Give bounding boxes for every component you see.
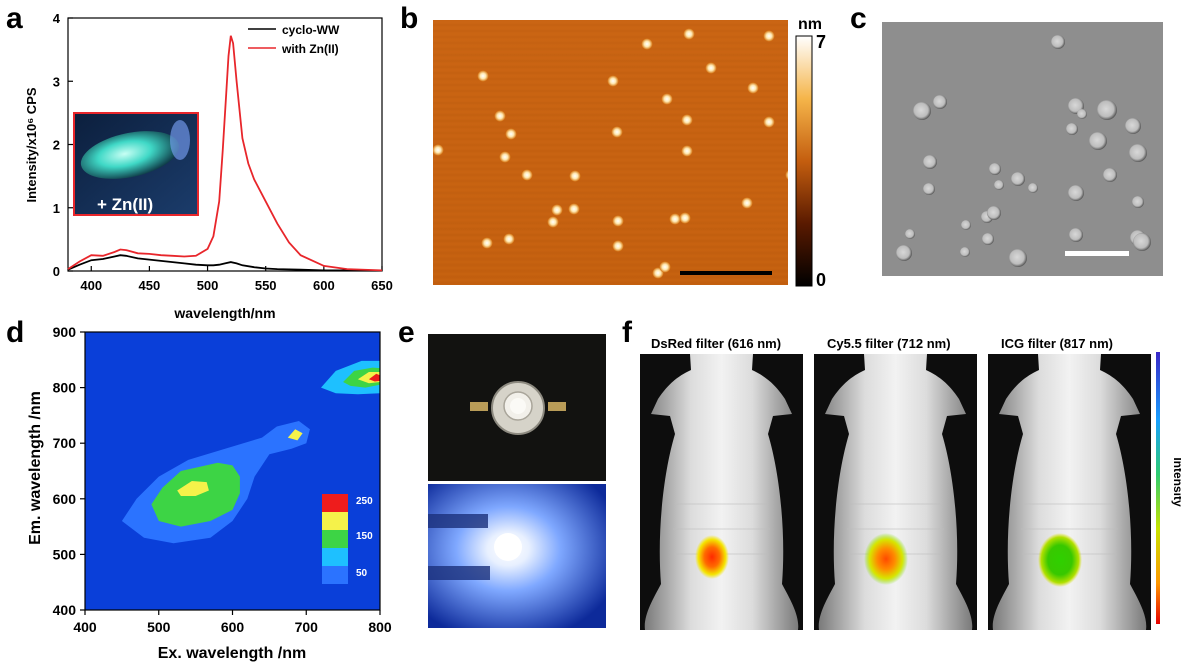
panel-a-x-tick-label: 550 bbox=[255, 278, 277, 293]
panel-f-filter-label-dsred: DsRed filter (616 nm) bbox=[651, 336, 782, 351]
panel-d-legend-swatch bbox=[322, 548, 348, 566]
panel-a-x-axis-label: wavelength/nm bbox=[173, 305, 275, 321]
mouse-image-icg bbox=[987, 354, 1152, 630]
panel-d-legend-label: 50 bbox=[356, 568, 368, 579]
panel-a-inset-label: + Zn(II) bbox=[97, 195, 153, 214]
panel-d-contour-level-200 bbox=[177, 481, 209, 496]
panel-a-y-tick-label: 2 bbox=[53, 138, 60, 153]
panel-f-mouse-images bbox=[640, 354, 1152, 630]
panel-letter-c: c bbox=[850, 2, 867, 35]
panel-a-x-tick-label: 500 bbox=[197, 278, 219, 293]
panel-d-x-tick-label: 800 bbox=[368, 619, 392, 635]
panel-d-x-tick-label: 600 bbox=[221, 619, 245, 635]
panel-letter-a: a bbox=[6, 2, 23, 35]
panel-b-colorbar-min: 0 bbox=[816, 270, 826, 290]
panel-d-y-tick-label: 500 bbox=[53, 546, 77, 562]
panel-b-afm-image bbox=[433, 20, 788, 285]
panel-d-legend-label: 150 bbox=[356, 531, 373, 542]
panel-a-x-tick-label: 600 bbox=[313, 278, 335, 293]
panel-d-contour-level-250 bbox=[368, 373, 380, 382]
mouse-image-dsred bbox=[640, 354, 804, 630]
panel-d-level-legend: 250 150 50 bbox=[322, 494, 373, 584]
panel-e-led-photo-off bbox=[428, 334, 606, 481]
panel-b-scale-bar bbox=[680, 271, 772, 275]
panel-letter-e: e bbox=[398, 316, 415, 349]
panel-d-legend-swatch bbox=[322, 512, 348, 530]
panel-d-y-axis-label: Em. wavelength /nm bbox=[27, 391, 44, 545]
panel-a-x-tick-label: 450 bbox=[139, 278, 161, 293]
panel-d-x-tick-label: 700 bbox=[295, 619, 319, 635]
panel-a-y-tick-label: 0 bbox=[53, 264, 60, 279]
panel-d-y-tick-label: 900 bbox=[53, 324, 77, 340]
panel-letter-b: b bbox=[400, 2, 419, 35]
panel-a-legend: cyclo-WW with Zn(II) bbox=[248, 23, 340, 56]
panel-a-y-tick-label: 3 bbox=[53, 74, 60, 89]
panel-letter-f: f bbox=[622, 316, 632, 349]
panel-a-y-axis-label: Intensity/x10⁶ CPS bbox=[24, 87, 39, 202]
panel-d-x-tick-label: 500 bbox=[147, 619, 171, 635]
panel-b-colorbar-unit: nm bbox=[798, 16, 822, 33]
panel-d-legend-swatch bbox=[322, 494, 348, 512]
panel-a-inset-photo bbox=[73, 112, 199, 216]
panel-a-y-tick-label: 4 bbox=[53, 11, 61, 26]
panel-d-legend-swatch bbox=[322, 566, 348, 584]
panel-f-filter-label-icg: ICG filter (817 nm) bbox=[1001, 336, 1113, 351]
mouse-image-cy55 bbox=[813, 354, 978, 630]
panel-f-filter-label-cy55: Cy5.5 filter (712 nm) bbox=[827, 336, 951, 351]
panel-letter-d: d bbox=[6, 316, 25, 349]
panel-d-y-tick-label: 800 bbox=[53, 380, 77, 396]
panel-b-colorbar-max: 7 bbox=[816, 32, 826, 52]
panel-f-colorbar-label: Intensity bbox=[1171, 457, 1181, 507]
panel-a-x-tick-label: 400 bbox=[80, 278, 102, 293]
panel-c-scale-bar bbox=[1065, 251, 1129, 256]
panel-c-tem-image bbox=[882, 22, 1163, 276]
panel-d-x-tick-label: 400 bbox=[73, 619, 97, 635]
legend-label-series-1: with Zn(II) bbox=[281, 42, 339, 56]
panel-a-x-tick-label: 650 bbox=[371, 278, 393, 293]
panel-f-colorbar: Intensity bbox=[1156, 352, 1181, 624]
panel-b-colorbar: nm 7 0 bbox=[795, 16, 826, 290]
panel-d-contour-level-200b bbox=[287, 429, 303, 441]
panel-a-chart: 400 450 500 550 600 650 0 1 2 3 4 + Zn(II) cyclo-W… bbox=[24, 11, 393, 321]
panel-a-series-line-0 bbox=[67, 254, 382, 272]
panel-e-led-photo-on bbox=[428, 484, 606, 628]
panel-d-y-tick-label: 400 bbox=[53, 602, 77, 618]
panel-d-legend-swatch bbox=[322, 530, 348, 548]
panel-d-legend-label: 250 bbox=[356, 496, 373, 507]
panel-a-series-line-1 bbox=[67, 35, 383, 272]
panel-a-y-tick-label: 1 bbox=[53, 201, 60, 216]
panel-d-x-axis-label: Ex. wavelength /nm bbox=[158, 645, 306, 662]
legend-label-series-0: cyclo-WW bbox=[282, 23, 340, 37]
panel-d-y-tick-label: 700 bbox=[53, 435, 77, 451]
panel-d-chart: 250 150 50 400 500 600 700 800 400 500 600 700 800 9… bbox=[27, 324, 392, 662]
panel-d-y-tick-label: 600 bbox=[53, 491, 77, 507]
